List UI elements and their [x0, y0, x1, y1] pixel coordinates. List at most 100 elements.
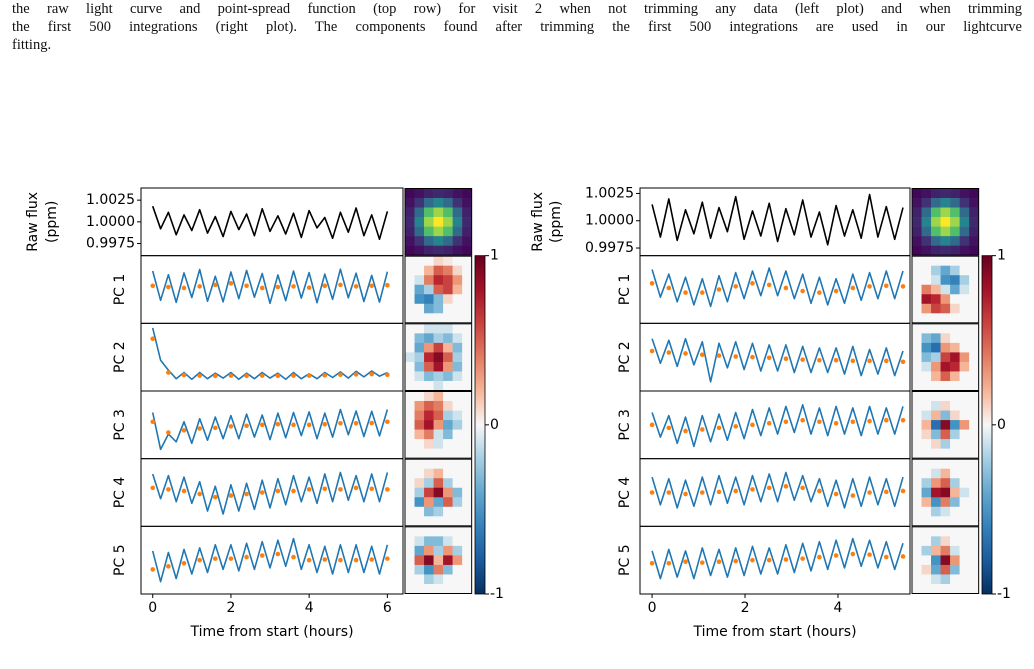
- binned-point: [750, 557, 755, 563]
- image-pixel: [462, 401, 472, 411]
- x-tick-label: 2: [741, 600, 750, 616]
- image-pixel: [912, 361, 922, 372]
- light-curve: [151, 408, 389, 451]
- image-pixel: [959, 555, 970, 566]
- image-pixel: [405, 497, 415, 508]
- image-pixel: [940, 478, 951, 489]
- binned-point: [212, 556, 218, 561]
- binned-point: [733, 354, 739, 359]
- image-pixel: [921, 303, 932, 314]
- image-pixel: [433, 188, 444, 199]
- image-pixel: [940, 555, 951, 566]
- image-pixel: [969, 420, 979, 430]
- image-pixel: [921, 361, 932, 372]
- image-pixel: [931, 188, 941, 199]
- binned-point: [291, 554, 296, 560]
- image-pixel: [912, 284, 922, 295]
- image-pixel: [931, 526, 941, 537]
- panel-frame: [140, 458, 404, 527]
- image-pixel: [950, 564, 960, 575]
- image-pixel: [443, 294, 453, 305]
- image-pixel: [940, 284, 951, 295]
- image-pixel: [424, 245, 434, 256]
- image-pixel: [405, 459, 415, 469]
- binned-point: [783, 356, 789, 362]
- binned-point: [883, 489, 889, 495]
- image-pixel: [959, 188, 970, 199]
- image-pixel: [414, 371, 425, 382]
- binned-point: [385, 556, 390, 561]
- binned-point: [322, 557, 328, 562]
- image-pixel: [414, 478, 425, 489]
- image-pixel: [405, 226, 415, 237]
- image-pixel: [405, 401, 415, 411]
- image-pixel: [424, 506, 434, 517]
- image-pixel: [405, 371, 415, 382]
- binned-point: [228, 493, 234, 498]
- image-pixel: [405, 265, 415, 276]
- image-pixel: [433, 236, 444, 246]
- binned-point: [212, 425, 218, 431]
- image-pixel: [405, 555, 415, 566]
- binned-point: [150, 336, 156, 342]
- image-pixel: [959, 420, 970, 430]
- caption-line: the first 500 integrations (right plot).…: [12, 19, 1022, 35]
- binned-point: [212, 373, 218, 379]
- image-pixel: [424, 217, 434, 227]
- image-pixel: [940, 497, 951, 508]
- image-pixel: [433, 526, 444, 537]
- image-pixel: [931, 294, 941, 305]
- image-pixel: [921, 574, 932, 585]
- image-pixel: [950, 516, 960, 527]
- image-pixel: [912, 497, 922, 508]
- image-pixel: [443, 217, 453, 227]
- binned-point: [369, 371, 375, 377]
- y-tick-label: 1.0025: [86, 192, 135, 208]
- binned-point: [817, 290, 822, 295]
- image-pixel: [462, 198, 472, 208]
- image-pixel: [443, 459, 453, 469]
- image-pixel: [433, 371, 444, 382]
- image-pixel: [414, 294, 425, 305]
- image-pixel: [912, 526, 922, 537]
- binned-point: [259, 422, 265, 428]
- binned-point: [166, 370, 171, 375]
- image-pixel: [443, 497, 453, 508]
- binned-point: [850, 493, 856, 498]
- image-pixel: [462, 333, 472, 344]
- binned-point: [766, 485, 772, 491]
- binned-point: [783, 285, 789, 291]
- binned-point: [833, 357, 839, 363]
- image-pixel: [921, 429, 932, 440]
- image-pixel: [912, 352, 922, 363]
- image-pixel: [424, 303, 434, 314]
- image-pixel: [912, 198, 922, 208]
- image-pixel: [424, 439, 434, 449]
- image-pixel: [959, 391, 970, 402]
- image-pixel: [462, 459, 472, 469]
- image-pixel: [424, 429, 434, 440]
- image-pixel: [405, 574, 415, 585]
- binned-point: [369, 557, 375, 562]
- image-pixel: [950, 545, 960, 556]
- image-pixel: [443, 401, 453, 411]
- binned-point: [750, 281, 755, 286]
- image-pixel: [950, 352, 960, 363]
- binned-point: [733, 488, 739, 494]
- image-pixel: [424, 410, 434, 421]
- image-pixel: [969, 545, 979, 556]
- image-pixel: [462, 497, 472, 508]
- binned-point: [197, 426, 202, 431]
- binned-point: [850, 551, 856, 557]
- binned-point: [259, 553, 265, 558]
- image-pixel: [940, 420, 951, 430]
- y-axis-label: PC 4: [617, 477, 633, 509]
- image-pixel: [452, 448, 463, 459]
- binned-point: [666, 490, 672, 495]
- image-pixel: [424, 468, 434, 479]
- image-pixel: [405, 352, 415, 363]
- image-pixel: [912, 380, 922, 391]
- image-pixel: [931, 401, 941, 411]
- image-pixel: [931, 410, 941, 421]
- binned-point: [883, 358, 889, 364]
